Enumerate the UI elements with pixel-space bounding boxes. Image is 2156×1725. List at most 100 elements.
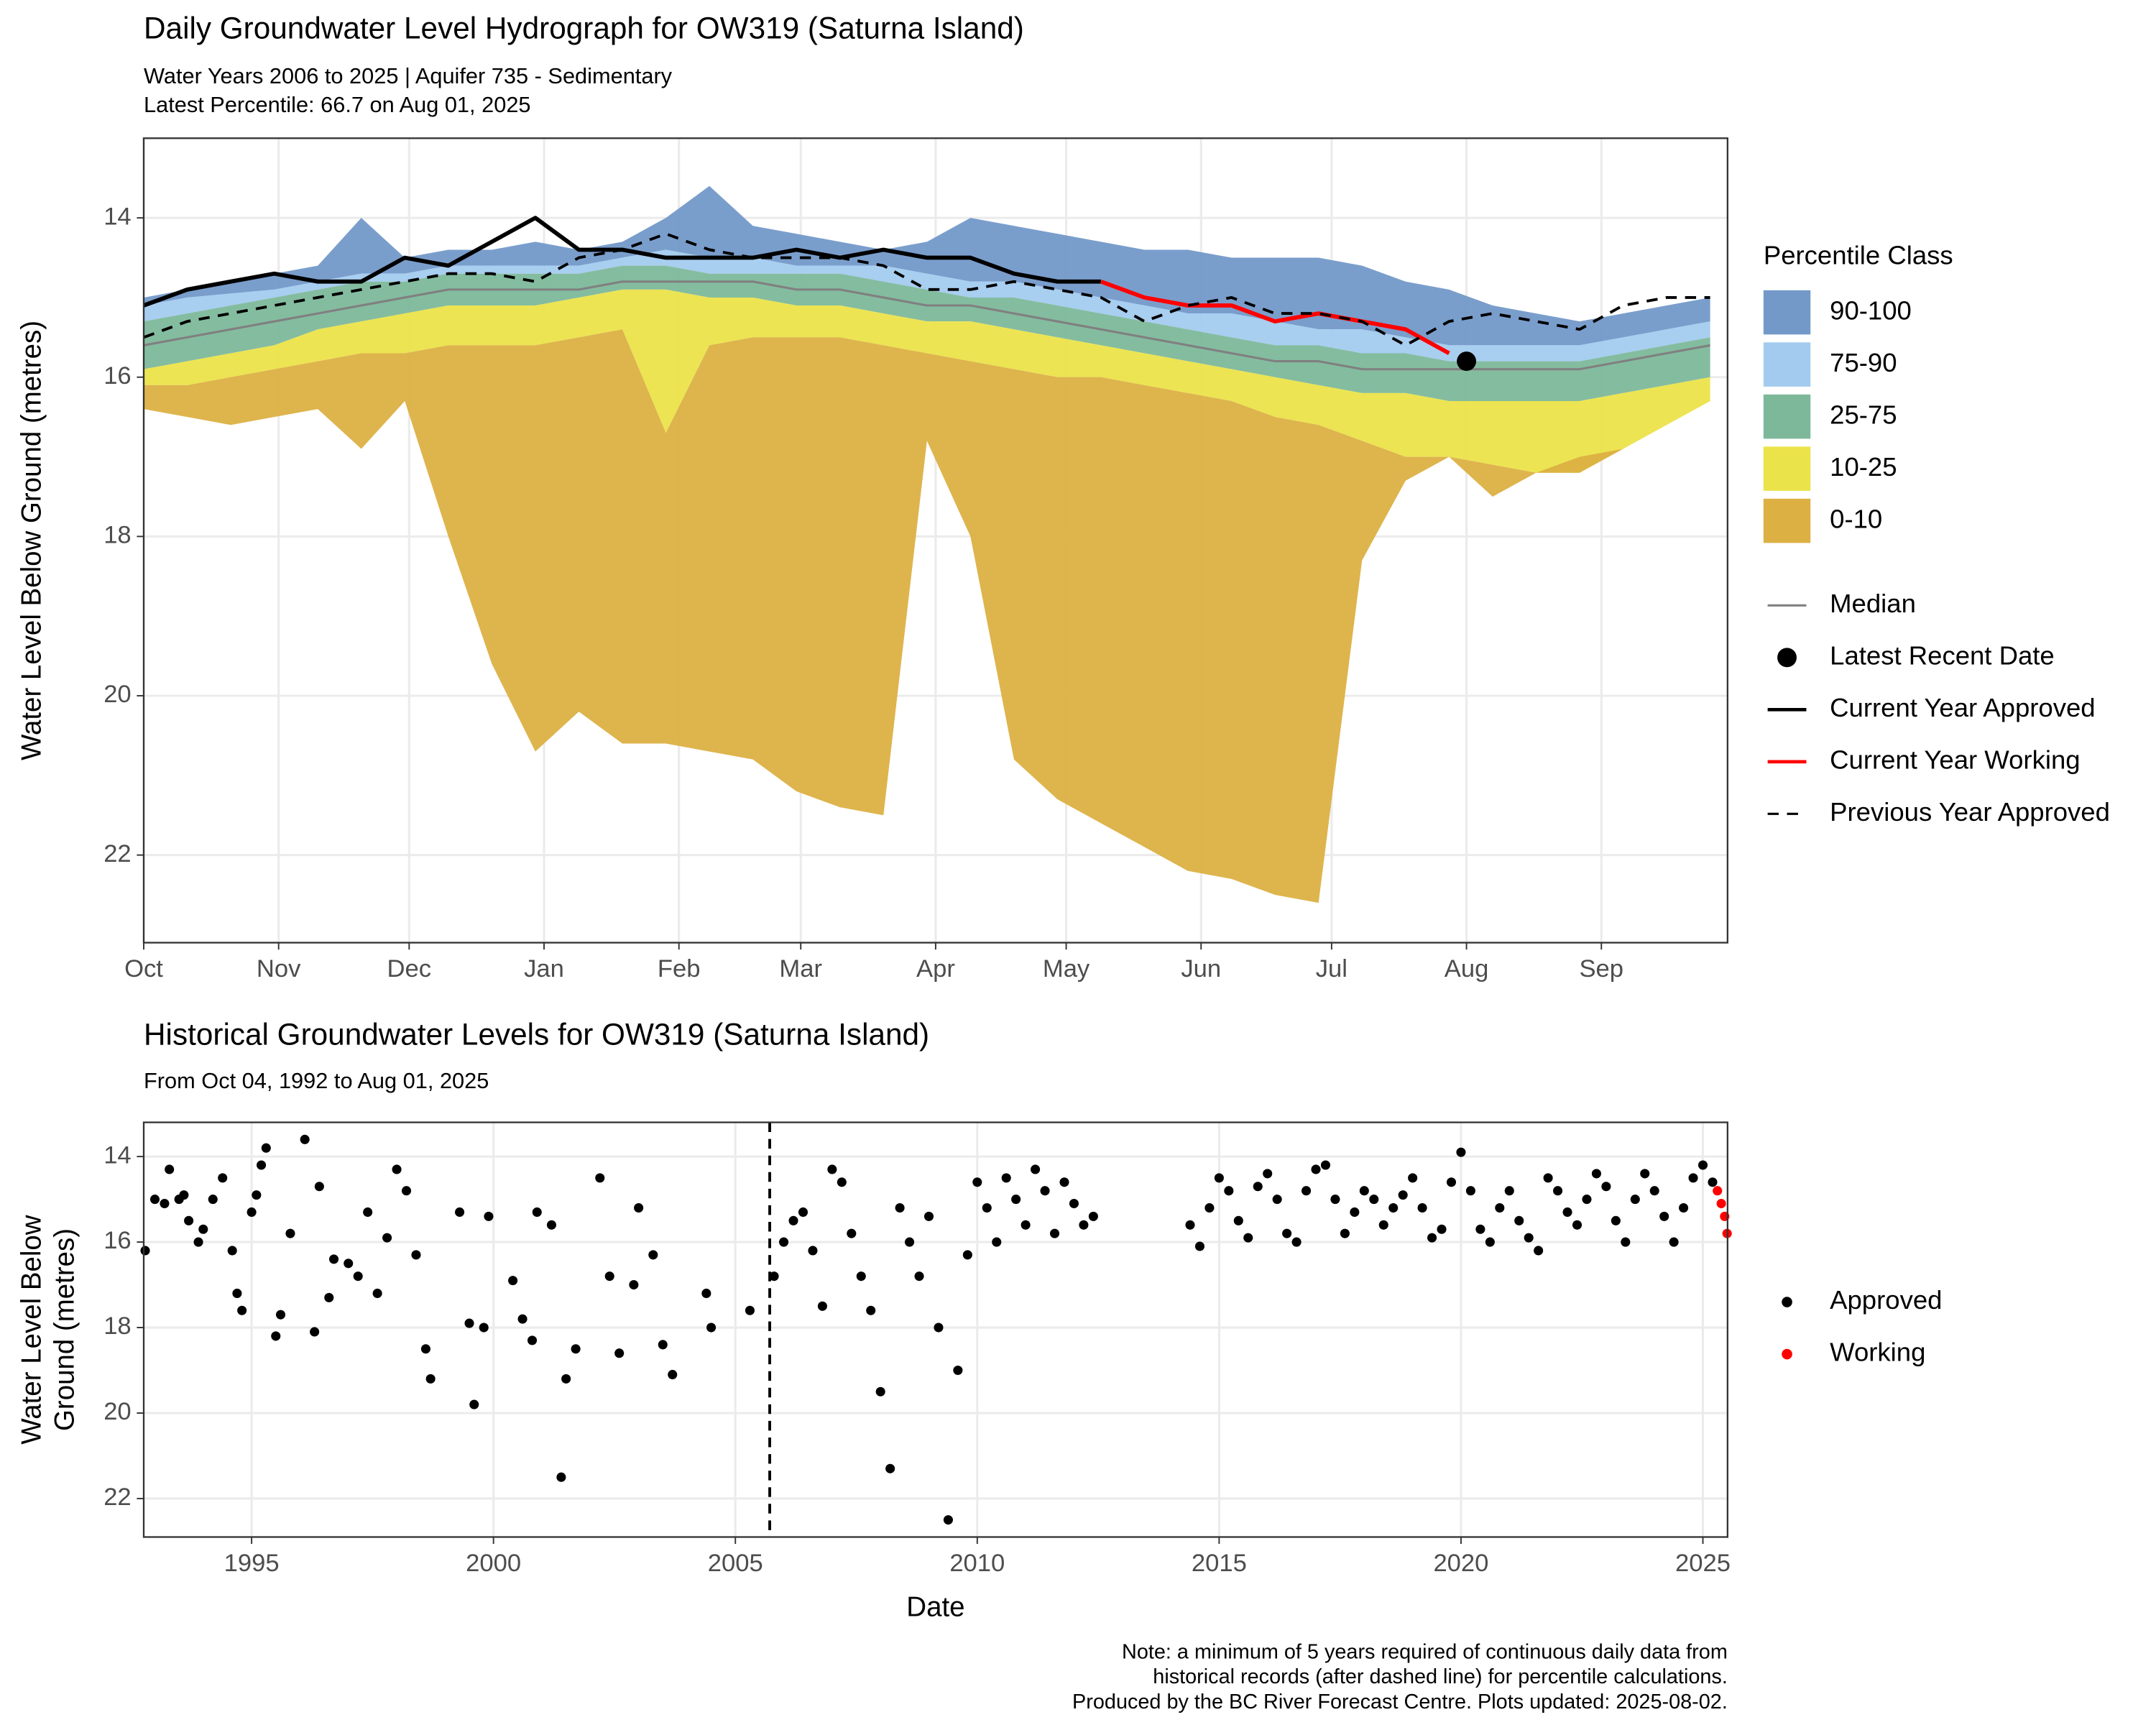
data-point bbox=[363, 1207, 373, 1217]
legend-label: Current Year Approved bbox=[1830, 693, 2095, 722]
y-tick-label: 18 bbox=[103, 522, 132, 549]
data-point bbox=[1679, 1202, 1689, 1213]
footnote: Note: a minimum of 5 years required of c… bbox=[1122, 1641, 1728, 1664]
data-point bbox=[1611, 1215, 1621, 1225]
x-tick-label: Sep bbox=[1579, 955, 1623, 983]
y-tick-label: 18 bbox=[103, 1312, 132, 1340]
data-point bbox=[1649, 1186, 1659, 1196]
x-tick-label: Nov bbox=[257, 955, 301, 983]
legend-label: Approved bbox=[1830, 1285, 1942, 1315]
data-point bbox=[1311, 1164, 1321, 1174]
data-point bbox=[382, 1233, 392, 1243]
series-line bbox=[1100, 280, 1450, 356]
footnote: historical records (after dashed line) f… bbox=[1153, 1665, 1728, 1688]
legend-label: 90-100 bbox=[1830, 295, 1912, 325]
data-point bbox=[962, 1250, 972, 1260]
data-point bbox=[668, 1369, 678, 1379]
legend-swatch bbox=[1763, 342, 1811, 387]
legend-symbol bbox=[1777, 648, 1797, 668]
data-point bbox=[1040, 1186, 1050, 1196]
data-point bbox=[1669, 1237, 1679, 1247]
data-point bbox=[604, 1271, 614, 1282]
plot-layer bbox=[142, 138, 1728, 943]
x-tick-label: 2015 bbox=[1192, 1550, 1247, 1577]
percentile-band bbox=[144, 185, 1710, 346]
data-point bbox=[629, 1280, 639, 1290]
data-point bbox=[895, 1202, 905, 1213]
data-point bbox=[1514, 1215, 1524, 1225]
data-point bbox=[875, 1386, 885, 1397]
data-point bbox=[1708, 1177, 1718, 1187]
data-point bbox=[300, 1134, 310, 1144]
data-point bbox=[1437, 1224, 1447, 1234]
data-point bbox=[1253, 1182, 1263, 1192]
data-point bbox=[1069, 1199, 1079, 1209]
y-axis-label: Water Level Below bbox=[16, 1215, 47, 1444]
data-point bbox=[1534, 1246, 1544, 1256]
data-point bbox=[1214, 1173, 1224, 1183]
data-point bbox=[1378, 1220, 1388, 1230]
data-point bbox=[261, 1143, 271, 1153]
data-point bbox=[324, 1292, 334, 1302]
data-point bbox=[469, 1399, 479, 1409]
data-point bbox=[1716, 1199, 1726, 1209]
data-point bbox=[1572, 1220, 1583, 1230]
legend-title: Percentile Class bbox=[1764, 240, 1953, 270]
data-point bbox=[420, 1344, 430, 1354]
data-point bbox=[1302, 1186, 1312, 1196]
x-tick-label: 1995 bbox=[224, 1550, 280, 1577]
data-point bbox=[1713, 1186, 1723, 1196]
data-point bbox=[1485, 1237, 1495, 1247]
legend-label: 0-10 bbox=[1830, 504, 1882, 533]
x-tick-label: 2005 bbox=[708, 1550, 763, 1577]
data-point bbox=[856, 1271, 866, 1282]
y-tick-label: 16 bbox=[103, 1227, 132, 1254]
data-point bbox=[546, 1220, 556, 1230]
legend-label: Previous Year Approved bbox=[1830, 797, 2110, 827]
data-point bbox=[184, 1215, 194, 1225]
data-point bbox=[648, 1250, 658, 1260]
legend-label: Latest Recent Date bbox=[1830, 640, 2055, 670]
data-point bbox=[1601, 1182, 1611, 1192]
x-tick-label: Aug bbox=[1445, 955, 1489, 983]
data-point bbox=[353, 1271, 363, 1282]
x-tick-label: Mar bbox=[779, 955, 822, 983]
y-tick-label: 22 bbox=[103, 1484, 132, 1511]
data-point bbox=[411, 1250, 421, 1260]
data-point bbox=[1340, 1228, 1350, 1238]
data-point bbox=[1417, 1202, 1427, 1213]
chart-title: Daily Groundwater Level Hydrograph for O… bbox=[144, 11, 1024, 45]
legend-label: 25-75 bbox=[1830, 400, 1897, 429]
data-point bbox=[1688, 1173, 1698, 1183]
data-point bbox=[701, 1288, 711, 1298]
data-point bbox=[1272, 1195, 1282, 1205]
data-point bbox=[1475, 1224, 1485, 1234]
series-line bbox=[143, 232, 1710, 347]
chart-subtitle: Water Years 2006 to 2025 | Aquifer 735 -… bbox=[144, 63, 673, 88]
data-point bbox=[1079, 1220, 1089, 1230]
percentile-band bbox=[144, 265, 1710, 401]
data-point bbox=[140, 1246, 150, 1256]
data-point bbox=[484, 1211, 494, 1221]
data-point bbox=[425, 1374, 436, 1384]
data-point bbox=[885, 1463, 895, 1473]
data-point bbox=[1204, 1202, 1215, 1213]
data-point bbox=[847, 1228, 857, 1238]
data-point bbox=[464, 1318, 474, 1328]
data-point bbox=[479, 1322, 489, 1333]
data-point bbox=[1233, 1215, 1243, 1225]
plot-border bbox=[142, 1121, 1728, 1538]
data-point bbox=[571, 1344, 581, 1354]
data-point bbox=[1194, 1241, 1204, 1251]
data-point bbox=[1427, 1233, 1437, 1243]
data-point bbox=[160, 1199, 170, 1209]
legend-swatch bbox=[1763, 446, 1811, 491]
data-point bbox=[817, 1301, 827, 1311]
data-point bbox=[866, 1305, 876, 1315]
y-tick-label: 22 bbox=[103, 840, 132, 868]
data-point bbox=[1446, 1177, 1457, 1187]
data-point bbox=[1697, 1160, 1708, 1170]
percentile-band bbox=[144, 249, 1710, 362]
chart-subtitle: From Oct 04, 1992 to Aug 01, 2025 bbox=[144, 1068, 489, 1093]
data-point bbox=[165, 1164, 175, 1174]
